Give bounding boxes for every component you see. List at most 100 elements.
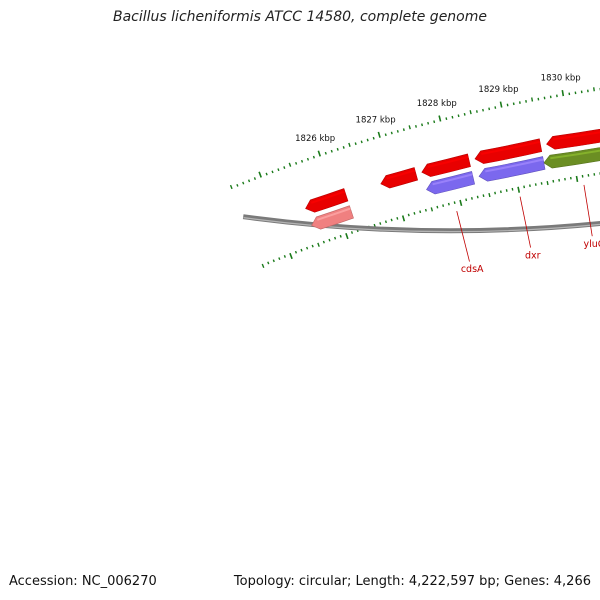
scale-tick-inner (453, 201, 456, 205)
scale-tick-outer (342, 146, 345, 149)
scale-tick-outer (247, 179, 251, 183)
scale-tick-inner (396, 216, 399, 220)
scale-tick-outer (336, 147, 339, 151)
accession-text: Accession: NC_006270 (9, 574, 157, 589)
scale-tick-outer (390, 131, 393, 135)
scale-tick-outer (427, 121, 430, 125)
scale-tick-inner (470, 197, 473, 200)
scale-tick-inner (379, 222, 382, 225)
kbp-label: 1828 kbp (417, 99, 457, 109)
scale-tick-outer (482, 108, 484, 112)
outer-feature-highlight (552, 131, 600, 141)
scale-tick-outer (295, 161, 298, 165)
scale-tick-outer (354, 142, 357, 146)
scale-tick-outer (499, 101, 503, 108)
scale-tick-outer (330, 149, 333, 153)
scale-tick-outer (433, 120, 436, 124)
scale-tick-outer (253, 177, 257, 180)
scale-tick-outer (242, 181, 245, 185)
scale-tick-inner (459, 199, 463, 207)
outer-feature-track (305, 128, 600, 213)
scale-tick-inner (339, 234, 342, 238)
scale-tick-inner (575, 175, 579, 183)
scale-tick-outer (451, 115, 454, 119)
scale-tick-inner (278, 257, 281, 261)
scale-tick-outer (408, 125, 411, 130)
scale-tick-outer (288, 162, 292, 167)
scale-tick-inner (317, 242, 320, 247)
scale-tick-outer (360, 140, 363, 144)
scale-tick-outer (494, 106, 497, 109)
scale-tick-inner (401, 215, 406, 222)
scale-tick-inner (283, 255, 286, 258)
scale-tick-outer (312, 155, 315, 159)
scale-tick-outer (469, 110, 472, 115)
scale-tick-outer (277, 168, 280, 172)
scale-tick-outer (561, 90, 565, 97)
scale-tick-outer (366, 138, 369, 142)
scale-tick-outer (396, 129, 399, 133)
gene-label-dxr: dxr (525, 250, 541, 261)
scale-tick-outer (438, 115, 442, 122)
gene-label-leader (519, 196, 531, 248)
backbone-highlight (243, 217, 600, 233)
scale-tick-inner (322, 240, 325, 244)
scale-tick-inner (390, 218, 393, 222)
inner-feature-highlight (550, 149, 600, 160)
scale-tick-inner (546, 180, 549, 186)
scale-tick-inner (482, 194, 485, 198)
scale-tick-outer (372, 136, 375, 140)
scale-tick-outer (488, 107, 491, 111)
scale-tick-outer (414, 125, 417, 128)
scale-tick-outer (258, 171, 262, 178)
gene-label-yluC: yluC (584, 239, 600, 250)
scale-tick-inner (407, 213, 410, 217)
scale-tick-inner (517, 186, 521, 193)
scale-tick-outer (377, 131, 381, 138)
inner-feature-track (311, 147, 600, 230)
scale-tick-inner (476, 195, 479, 199)
scale-tick-outer (475, 110, 478, 113)
scale-tick-outer (300, 159, 304, 163)
scale-tick-inner (436, 205, 439, 209)
scale-tick-outer (531, 97, 534, 102)
scale-tick-outer (402, 128, 405, 132)
scale-tick-outer (283, 166, 286, 169)
gene-label-leader (456, 211, 470, 262)
scale-tick-inner (345, 232, 349, 240)
scale-tick-inner (430, 207, 434, 212)
scale-tick-inner (289, 252, 293, 260)
scale-tick-inner (300, 248, 303, 252)
scale-tick-inner (499, 190, 502, 194)
scale-tick-inner (261, 263, 265, 268)
scale-tick-outer (229, 184, 233, 190)
inner-feature (543, 147, 600, 169)
scale-tick-outer (265, 172, 268, 176)
scale-tick-inner (334, 236, 337, 240)
genome-stats: Topology: circular; Length: 4,222,597 bp… (233, 574, 591, 589)
scale-tick-inner (511, 187, 514, 191)
backbone-arc (242, 214, 600, 234)
outer-feature-highlight (386, 169, 416, 180)
scale-ticks: 1826 kbp 1827 kbp 1828 kbp 1829 kbp 1830 kbp… (229, 73, 600, 268)
inner-feature-highlight (485, 158, 544, 173)
map-title: Bacillus licheniformis ATCC 14580, compl… (113, 9, 487, 25)
outer-feature-highlight (310, 190, 346, 204)
scale-tick-inner (419, 210, 422, 214)
scale-tick-inner (465, 198, 468, 202)
scale-tick-outer (593, 87, 595, 92)
backbone-line (242, 214, 600, 234)
kbp-label: 1827 kbp (356, 115, 396, 125)
scale-tick-inner (350, 231, 354, 234)
scale-tick-outer (306, 157, 310, 161)
kbp-label: 1826 kbp (295, 134, 335, 144)
scale-tick-outer (324, 151, 327, 155)
scale-tick-outer (421, 123, 424, 127)
outer-feature-highlight (427, 155, 469, 168)
scale-tick-outer (348, 142, 351, 147)
gene-labels: polCproSyluCdxrcdsA (456, 184, 600, 275)
inner-feature-highlight (432, 173, 473, 186)
scale-tick-inner (442, 204, 445, 207)
scale-tick-inner (384, 220, 387, 224)
